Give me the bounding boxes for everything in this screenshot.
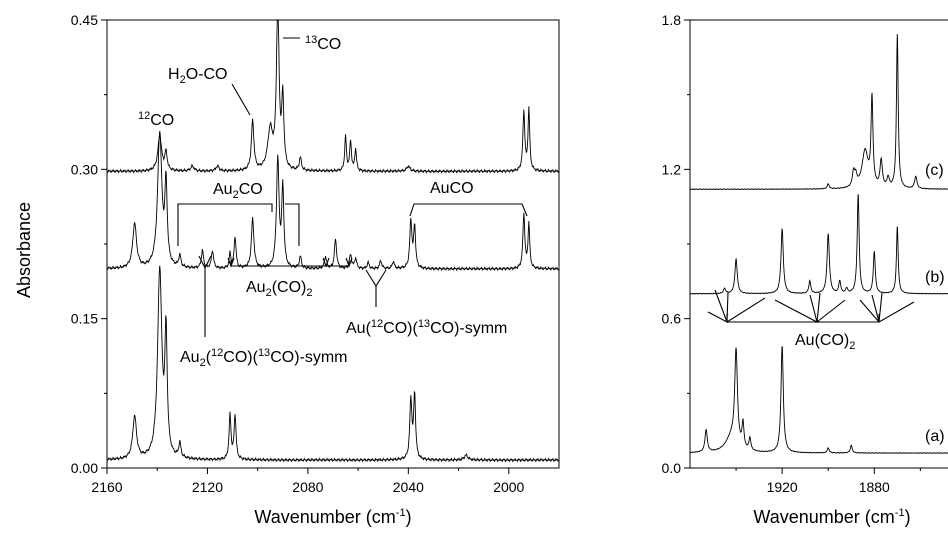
auco-bracket [409,203,528,217]
annotation-au-12co-13co-symm: Au(12CO)(13CO)-symm [346,318,507,337]
annotation-au2-12co-13co-symm: Au2(12CO)(13CO)-symm [180,347,348,369]
right-y-tick-label: 1.2 [662,161,682,177]
left-chart: 2160 2120 2080 2040 2000 0.00 0.15 0.30 0.45 Abs… [14,12,560,527]
right-y-tick-label: 1.8 [662,12,682,28]
au2co-bracket [177,203,273,246]
right-series-group [689,34,948,454]
left-x-axis-title: Wavenumber (cm-1) [254,507,411,527]
right-series-2-line [689,34,948,191]
au2co2-fork-mid [322,257,330,268]
left-x-tick-label: 2040 [393,479,424,495]
left-series-0-line [106,265,560,463]
annotation-auco: AuCO [430,180,474,197]
right-chart: 1920 1880 0.0 0.6 1.2 1.8 Wavenumber (cm-1) (… [662,12,948,527]
right-ticks-group: 1920 1880 0.0 0.6 1.2 1.8 [662,12,921,495]
left-series-1-line [106,130,560,272]
left-y-tick-label: 0.30 [71,161,98,177]
left-plot-frame [106,19,560,469]
right-series-0-line [689,346,948,454]
au2co2-bracket [230,260,350,267]
annotation-au2-co2: Au2(CO)2 [246,279,312,299]
label-b: (b) [925,269,945,286]
label-c: (c) [925,162,944,179]
left-x-tick-label: 2160 [91,479,122,495]
left-x-tick-label: 2120 [192,479,223,495]
au2co-bracket-right [285,203,300,246]
left-ticks-group: 2160 2120 2080 2040 2000 0.00 0.15 0.30 0.45 [71,12,525,495]
right-y-tick-label: 0.0 [662,460,682,476]
au-co2-fork-left [707,289,766,324]
au2co2-fork-right [345,257,353,268]
au2-sym-fork [198,255,212,270]
left-x-tick-label: 2080 [292,479,323,495]
left-y-tick-label: 0.15 [71,311,98,327]
left-x-tick-label: 2000 [493,479,524,495]
left-series-2-line [106,19,560,174]
left-y-tick-label: 0.00 [71,460,98,476]
annotation-13co: 13CO [305,34,341,53]
annotation-12co: 12CO [138,110,174,129]
au-sym-fork [365,269,387,288]
au2co2-fork-left [227,257,235,268]
right-x-tick-label: 1920 [767,479,798,495]
left-y-axis-title: Absorbance [14,202,34,298]
left-y-tick-label: 0.45 [71,12,98,28]
right-x-axis-title: Wavenumber (cm-1) [753,507,910,527]
annotation-au2co: Au2CO [213,181,263,201]
annotation-au-co2: Au(CO)2 [795,332,855,352]
au-co2-fork-mid [774,292,846,324]
right-y-tick-label: 0.6 [662,311,682,327]
right-plot-frame [689,19,948,469]
h2o-co-leader [231,83,251,116]
right-series-1-line [689,194,948,295]
annotation-h2o-co: H2O-CO [168,66,227,86]
au-co2-fork-right [859,292,915,323]
right-x-tick-label: 1880 [859,479,890,495]
label-a: (a) [925,428,945,445]
left-series-group [106,19,560,463]
